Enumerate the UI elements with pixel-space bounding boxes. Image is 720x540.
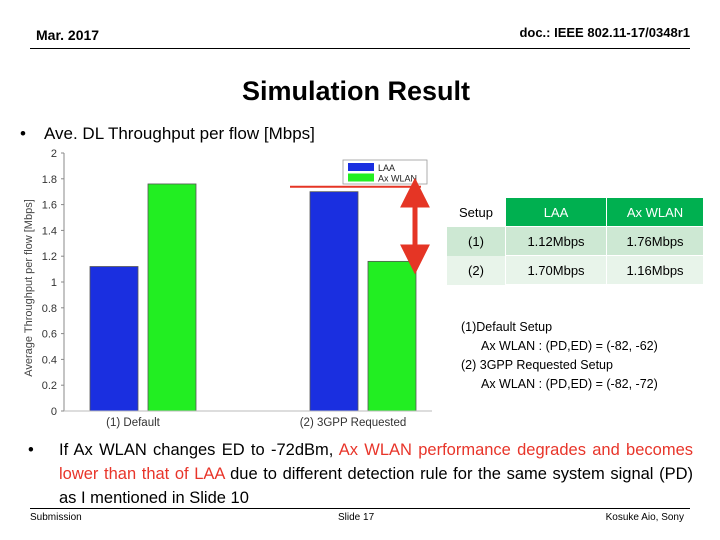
y-tick-label: 0.2 <box>42 380 57 392</box>
y-tick-label: 0.6 <box>42 329 57 341</box>
slide-title: Simulation Result <box>241 76 471 106</box>
conclusion-highlight: Ax WLAN performance degrades and becomes… <box>59 441 693 483</box>
table-cell: 1.70Mbps <box>505 255 607 285</box>
table-cell: (2) <box>447 255 506 285</box>
header-divider <box>30 48 690 49</box>
table-header-cell: Setup <box>447 197 506 227</box>
y-tick-label: 1.6 <box>42 200 57 212</box>
setup-notes: (1)Default Setup Ax WLAN : (PD,ED) = (-8… <box>461 318 658 394</box>
footer-slide-number: Slide 17 <box>338 512 375 523</box>
bar-laa <box>309 191 359 412</box>
table-cell: 1.76Mbps <box>606 226 704 256</box>
table-row: (2) 1.70Mbps 1.16Mbps <box>447 255 704 285</box>
table-row: (1) 1.12Mbps 1.76Mbps <box>447 226 704 256</box>
y-tick-label: 0 <box>51 406 57 418</box>
bar-ax-wlan <box>147 183 197 412</box>
table-cell: (1) <box>447 226 506 256</box>
table-header-cell: LAA <box>505 197 607 227</box>
note-line: (2) 3GPP Requested Setup <box>461 358 613 372</box>
legend-swatch <box>348 163 374 171</box>
bar-ax-wlan <box>367 260 417 412</box>
table-cell: 1.12Mbps <box>505 226 607 256</box>
footer-divider <box>30 508 690 509</box>
legend-label: Ax WLAN <box>378 174 417 184</box>
table-header-cell: Ax WLAN <box>606 197 704 227</box>
y-tick-label: 1.2 <box>42 251 57 263</box>
bullet-text: Ave. DL Throughput per flow [Mbps] <box>44 124 315 143</box>
y-tick-label: 0.4 <box>42 354 57 366</box>
note-line: Ax WLAN : (PD,ED) = (-82, -62) <box>481 339 658 353</box>
results-table: Setup LAA Ax WLAN (1) 1.12Mbps 1.76Mbps … <box>447 197 704 285</box>
bullet-throughput-heading: • Ave. DL Throughput per flow [Mbps] <box>20 124 315 144</box>
bullet-marker: • <box>28 441 34 459</box>
conclusion-part: If Ax WLAN changes ED to -72dBm, <box>59 441 339 459</box>
x-tick-label: (2) 3GPP Requested <box>300 417 407 429</box>
bullet-conclusion: • If Ax WLAN changes ED to -72dBm, Ax WL… <box>28 438 693 510</box>
footer-submission: Submission <box>30 512 82 523</box>
legend-swatch <box>348 173 374 182</box>
y-tick-label: 1.4 <box>42 225 57 237</box>
header-date: Mar. 2017 <box>36 27 100 43</box>
y-tick-label: 0.8 <box>42 303 57 315</box>
y-tick-label: 1.8 <box>42 174 57 186</box>
legend-label: LAA <box>378 163 395 173</box>
y-tick-label: 1 <box>51 277 57 289</box>
header-doc-id: doc.: IEEE 802.11-17/0348r1 <box>519 25 690 40</box>
table-header-row: Setup LAA Ax WLAN <box>447 197 704 227</box>
conclusion-text: If Ax WLAN changes ED to -72dBm, Ax WLAN… <box>59 438 693 510</box>
table-cell: 1.16Mbps <box>606 255 704 285</box>
footer-author: Kosuke Aio, Sony <box>605 512 684 523</box>
y-axis-label: Average Throughput per flow [Mbps] <box>23 199 35 377</box>
note-line: Ax WLAN : (PD,ED) = (-82, -72) <box>481 377 658 391</box>
y-tick-label: 2 <box>51 148 57 160</box>
note-line: (1)Default Setup <box>461 320 553 334</box>
bar-laa <box>89 266 139 412</box>
conclusion-part: due to different detection rule for the … <box>59 465 693 507</box>
x-tick-label: (1) Default <box>106 417 160 429</box>
throughput-bar-chart: Average Throughput per flow [Mbps] 0 0.2 0… <box>23 148 432 429</box>
bullet-marker: • <box>20 124 26 143</box>
